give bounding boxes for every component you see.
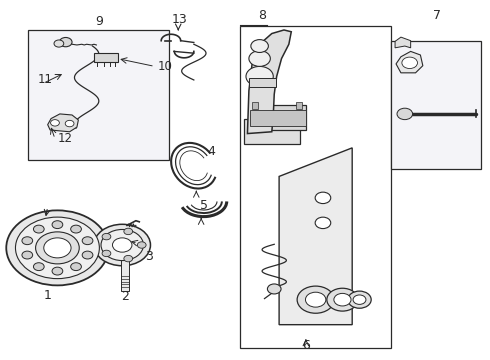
Bar [295,102,301,109]
Circle shape [33,225,44,233]
Polygon shape [395,37,411,48]
Circle shape [124,255,133,262]
Text: 4: 4 [207,145,215,158]
Bar [244,119,300,144]
Text: 6: 6 [302,338,310,351]
Text: 12: 12 [57,132,73,145]
Circle shape [246,66,273,86]
Circle shape [353,295,366,305]
Circle shape [44,238,71,258]
Polygon shape [48,114,78,132]
Text: 1: 1 [44,289,51,302]
Circle shape [6,210,109,285]
Bar [249,78,276,87]
Circle shape [102,233,111,240]
Text: 3: 3 [145,250,152,263]
Circle shape [94,224,150,266]
Polygon shape [247,30,291,134]
Circle shape [71,263,81,271]
Polygon shape [279,148,352,325]
Circle shape [397,108,413,120]
Circle shape [348,291,371,308]
Circle shape [22,237,33,245]
Circle shape [65,120,74,127]
Circle shape [249,51,270,66]
Circle shape [137,242,146,248]
Circle shape [334,293,351,306]
Text: 10: 10 [157,60,172,73]
Circle shape [82,237,93,245]
Circle shape [102,250,111,257]
Bar [28,30,170,160]
Circle shape [50,120,59,126]
Text: 13: 13 [172,13,187,26]
Bar [250,111,306,126]
Circle shape [33,263,44,271]
Circle shape [251,40,269,53]
Circle shape [101,229,144,261]
Bar [94,53,118,62]
Bar [250,105,306,130]
Circle shape [59,37,72,47]
Circle shape [305,292,326,307]
Circle shape [16,217,99,279]
Text: 7: 7 [434,9,441,22]
Text: 8: 8 [258,9,266,22]
Circle shape [52,221,63,229]
Circle shape [71,225,81,233]
Circle shape [315,192,331,203]
Text: 2: 2 [121,289,128,303]
Circle shape [36,232,79,264]
Bar [391,41,481,169]
Bar [252,102,258,109]
Text: 5: 5 [199,198,208,212]
Circle shape [54,40,64,47]
Bar [240,26,391,348]
Circle shape [22,251,33,259]
Circle shape [327,288,358,311]
Bar [121,257,128,291]
Text: 9: 9 [95,14,103,27]
Circle shape [113,238,132,252]
Circle shape [124,228,133,235]
Polygon shape [396,51,423,73]
Circle shape [297,286,334,313]
Circle shape [82,251,93,259]
Circle shape [52,267,63,275]
Text: 11: 11 [38,73,53,86]
Circle shape [268,284,281,294]
Circle shape [402,57,417,68]
Circle shape [315,217,331,229]
